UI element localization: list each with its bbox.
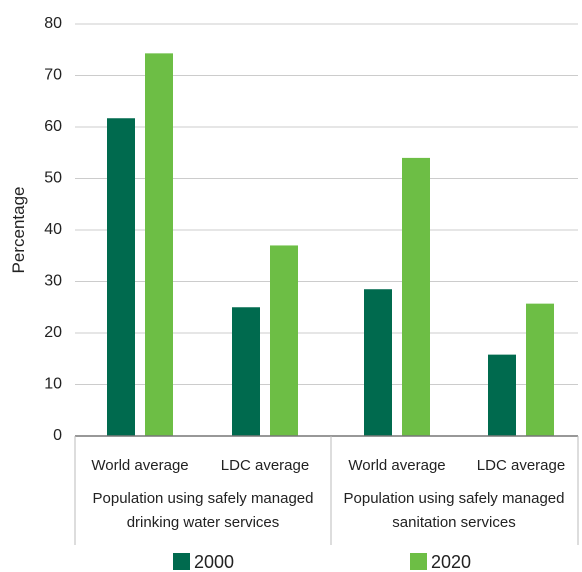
category-labels: World average LDC average World average … <box>91 457 565 474</box>
bar-2020 <box>145 53 173 436</box>
y-tick-label: 10 <box>44 376 62 393</box>
legend-label-2020: 2020 <box>431 552 471 572</box>
bar-2000 <box>107 118 135 437</box>
axes <box>74 435 579 545</box>
y-tick-label: 40 <box>44 221 62 238</box>
y-axis-label: Percentage <box>9 187 28 274</box>
legend-label-2000: 2000 <box>194 552 234 572</box>
group-labels: Population using safely managed drinking… <box>93 490 565 531</box>
bar-2000 <box>364 289 392 436</box>
group-label-line: Population using safely managed <box>93 490 314 507</box>
y-tick-label: 30 <box>44 273 62 290</box>
y-tick-label: 50 <box>44 170 62 187</box>
legend-swatch-2000 <box>173 553 190 570</box>
y-tick-label: 70 <box>44 67 62 84</box>
bar-2000 <box>488 354 516 436</box>
category-label: World average <box>348 457 445 474</box>
group-label-line: drinking water services <box>127 514 280 531</box>
bar-2000 <box>232 307 260 436</box>
group-label-line: sanitation services <box>392 514 515 531</box>
y-tick-label: 80 <box>44 15 62 32</box>
bar-2020 <box>402 157 430 436</box>
y-tick-label: 0 <box>53 427 62 444</box>
category-label: LDC average <box>221 457 309 474</box>
bar-2020 <box>270 245 298 436</box>
legend-swatch-2020 <box>410 553 427 570</box>
y-tick-labels: 0 10 20 30 40 50 60 70 80 <box>44 15 62 444</box>
legend: 2000 2020 <box>173 552 471 572</box>
category-label: LDC average <box>477 457 565 474</box>
category-label: World average <box>91 457 188 474</box>
y-tick-label: 60 <box>44 118 62 135</box>
bar-2020 <box>526 303 554 436</box>
bars <box>107 53 554 437</box>
y-tick-label: 20 <box>44 324 62 341</box>
group-label-line: Population using safely managed <box>344 490 565 507</box>
